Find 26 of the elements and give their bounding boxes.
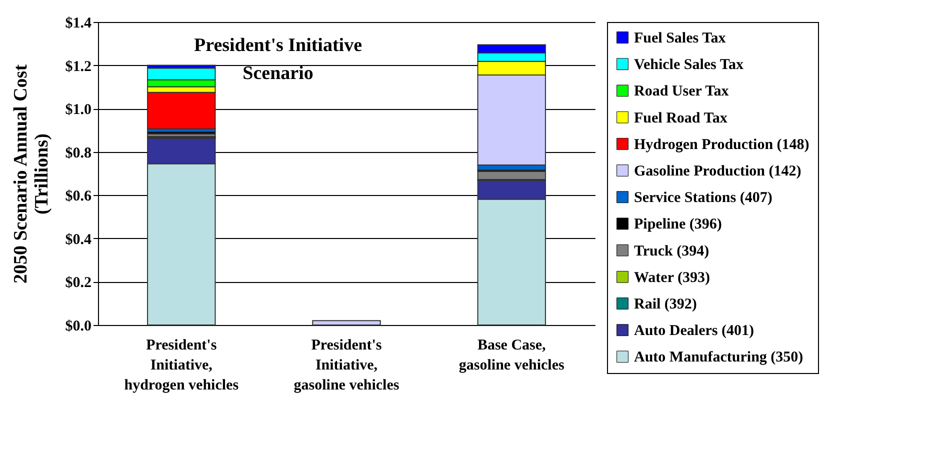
y-axis-title: 2050 Scenario Annual Cost (Trillions) <box>10 64 52 284</box>
y-tick-label: $1.2 <box>65 58 92 75</box>
legend-label: Water (393) <box>634 270 710 286</box>
legend-label: Rail (392) <box>634 296 697 312</box>
legend-label: Vehicle Sales Tax <box>634 57 744 74</box>
legend-label: Road User Tax <box>634 84 730 100</box>
legend-label: Auto Dealers (401) <box>634 323 754 340</box>
x-tick-label: President's Initiative, hydrogen vehicles <box>124 338 239 394</box>
y-tick-label: $0.2 <box>65 275 92 292</box>
legend-label: Truck (394) <box>634 243 710 260</box>
y-tick-label: $0.6 <box>65 188 92 205</box>
x-tick-label: Base Case, gasoline vehicles <box>458 338 564 374</box>
legend-label: Fuel Road Tax <box>634 110 728 126</box>
legend-label: Hydrogen Production (148) <box>634 136 810 153</box>
y-tick-label: $1.4 <box>65 16 92 32</box>
y-tick-label: $0.8 <box>65 145 92 162</box>
legend-label: Service Stations (407) <box>634 190 772 206</box>
y-tick-label: $0.4 <box>65 232 92 248</box>
annotation: President's Initiative Scenario <box>194 35 362 84</box>
legend-label: Auto Manufacturing (350) <box>634 350 804 366</box>
legend-label: Fuel Sales Tax <box>634 30 726 46</box>
legend-label: Gasoline Production (142) <box>634 164 802 180</box>
x-tick-label: President's Initiative, gasoline vehicles <box>294 338 400 394</box>
legend-label: Pipeline (396) <box>634 216 722 233</box>
y-tick-label: $0.0 <box>65 318 92 334</box>
y-tick-label: $1.0 <box>65 102 92 118</box>
